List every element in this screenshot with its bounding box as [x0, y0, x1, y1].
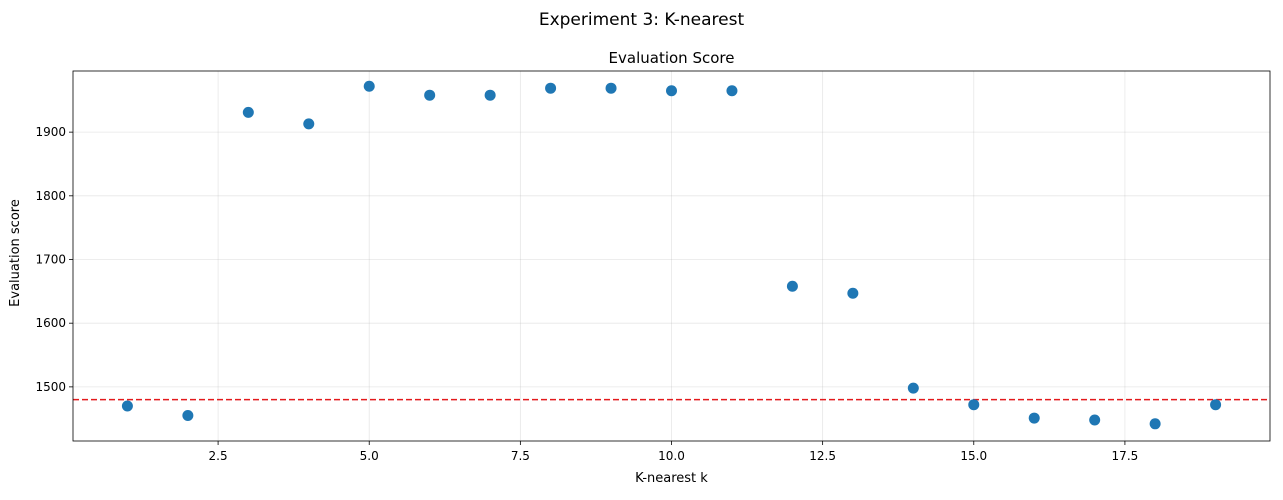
data-point: [484, 89, 496, 101]
x-tick-label: 2.5: [209, 449, 228, 463]
x-tick-label: 7.5: [511, 449, 530, 463]
x-tick-label: 17.5: [1112, 449, 1139, 463]
data-point: [182, 410, 194, 422]
data-point: [242, 106, 254, 118]
x-axis-ticks: 2.5 5.0 7.5 10.0 12.5 15.0 17.5: [209, 441, 1139, 463]
y-axis-ticks: 1500 1600 1700 1800 1900: [35, 125, 73, 394]
x-tick-label: 5.0: [360, 449, 379, 463]
data-point: [545, 82, 557, 94]
data-point: [303, 118, 315, 130]
chart-title: Evaluation Score: [609, 49, 735, 67]
y-tick-label: 1900: [35, 125, 66, 139]
data-point: [666, 85, 677, 97]
x-tick-label: 15.0: [960, 449, 987, 463]
data-point: [1210, 399, 1222, 411]
data-point: [121, 400, 133, 412]
data-points: [121, 80, 1222, 430]
y-axis-label: Evaluation score: [8, 199, 23, 307]
data-point: [1028, 412, 1040, 424]
data-point: [363, 80, 375, 92]
data-point: [424, 89, 436, 101]
y-tick-label: 1700: [35, 253, 66, 267]
x-tick-label: 10.0: [658, 449, 685, 463]
y-tick-label: 1600: [35, 316, 66, 330]
data-point: [847, 287, 859, 299]
data-point: [907, 382, 919, 394]
data-point: [1089, 414, 1101, 426]
x-tick-label: 12.5: [809, 449, 836, 463]
data-point: [726, 85, 738, 97]
figure-suptitle: Experiment 3: K-nearest: [539, 10, 745, 30]
grid-lines: [73, 71, 1270, 441]
data-point: [968, 399, 980, 411]
y-tick-label: 1500: [35, 380, 66, 394]
x-axis-label: K-nearest k: [635, 471, 708, 486]
data-point: [605, 82, 617, 94]
data-point: [786, 280, 798, 292]
data-point: [1149, 418, 1161, 430]
y-tick-label: 1800: [35, 189, 66, 203]
